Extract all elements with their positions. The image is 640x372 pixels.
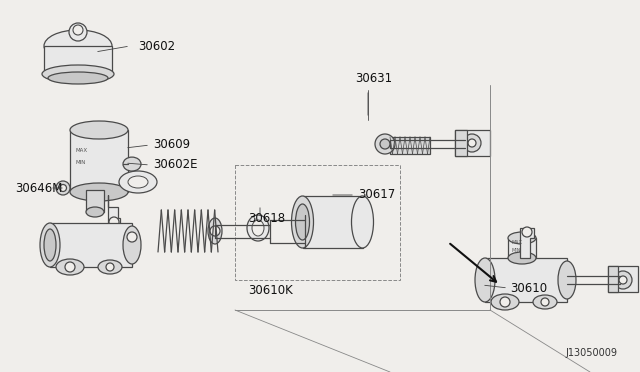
Ellipse shape <box>123 226 141 264</box>
Circle shape <box>106 263 114 271</box>
Circle shape <box>541 298 549 306</box>
Ellipse shape <box>252 220 264 236</box>
Ellipse shape <box>44 30 112 62</box>
Bar <box>70 130 128 192</box>
Circle shape <box>69 23 87 41</box>
Ellipse shape <box>475 258 495 302</box>
Bar <box>508 238 536 258</box>
Text: 30610: 30610 <box>510 282 547 295</box>
Ellipse shape <box>123 157 141 171</box>
Text: J13050009: J13050009 <box>565 348 617 358</box>
Ellipse shape <box>98 260 122 274</box>
Ellipse shape <box>70 121 128 139</box>
Ellipse shape <box>533 295 557 309</box>
Circle shape <box>60 185 67 192</box>
Text: 30609: 30609 <box>153 138 190 151</box>
Circle shape <box>109 217 119 227</box>
Ellipse shape <box>128 176 148 188</box>
Circle shape <box>522 227 532 237</box>
Text: 30617: 30617 <box>358 189 396 202</box>
Ellipse shape <box>56 259 84 275</box>
Bar <box>455 130 490 156</box>
Bar <box>50 223 132 267</box>
Circle shape <box>619 276 627 284</box>
Ellipse shape <box>351 196 374 248</box>
Ellipse shape <box>291 196 314 248</box>
Circle shape <box>73 25 83 35</box>
Ellipse shape <box>508 232 536 244</box>
Text: MIN: MIN <box>511 248 520 253</box>
Text: 30602E: 30602E <box>153 158 198 171</box>
Text: 30602: 30602 <box>138 39 175 52</box>
Text: 30646M: 30646M <box>15 182 62 195</box>
Bar <box>390 137 430 154</box>
Bar <box>455 130 467 156</box>
Circle shape <box>127 232 137 242</box>
Ellipse shape <box>70 183 128 201</box>
Ellipse shape <box>86 207 104 217</box>
Bar <box>608 266 638 292</box>
Circle shape <box>614 271 632 289</box>
Ellipse shape <box>40 223 60 267</box>
Ellipse shape <box>375 134 395 154</box>
Polygon shape <box>108 195 120 228</box>
Ellipse shape <box>491 294 519 310</box>
Circle shape <box>56 181 70 195</box>
Polygon shape <box>520 228 534 258</box>
Ellipse shape <box>296 204 310 240</box>
Bar <box>235 165 400 280</box>
Bar <box>86 190 104 212</box>
Ellipse shape <box>558 261 576 299</box>
Text: MIN: MIN <box>76 160 86 165</box>
Bar <box>303 196 362 248</box>
Text: 30610K: 30610K <box>248 283 292 296</box>
Ellipse shape <box>44 229 56 261</box>
Ellipse shape <box>42 65 114 83</box>
Text: 30631: 30631 <box>355 71 392 84</box>
Circle shape <box>500 297 510 307</box>
Circle shape <box>65 262 75 272</box>
Text: 30618: 30618 <box>248 212 285 224</box>
Circle shape <box>468 139 476 147</box>
Bar <box>44 46 112 74</box>
Ellipse shape <box>119 171 157 193</box>
Ellipse shape <box>380 139 390 149</box>
Bar <box>485 258 567 302</box>
Circle shape <box>210 226 220 236</box>
Ellipse shape <box>208 218 222 244</box>
Bar <box>608 266 618 292</box>
Text: MAX: MAX <box>511 240 522 245</box>
Circle shape <box>463 134 481 152</box>
Text: MAX: MAX <box>76 148 88 153</box>
Ellipse shape <box>48 72 108 84</box>
Ellipse shape <box>247 215 269 241</box>
Ellipse shape <box>508 252 536 264</box>
